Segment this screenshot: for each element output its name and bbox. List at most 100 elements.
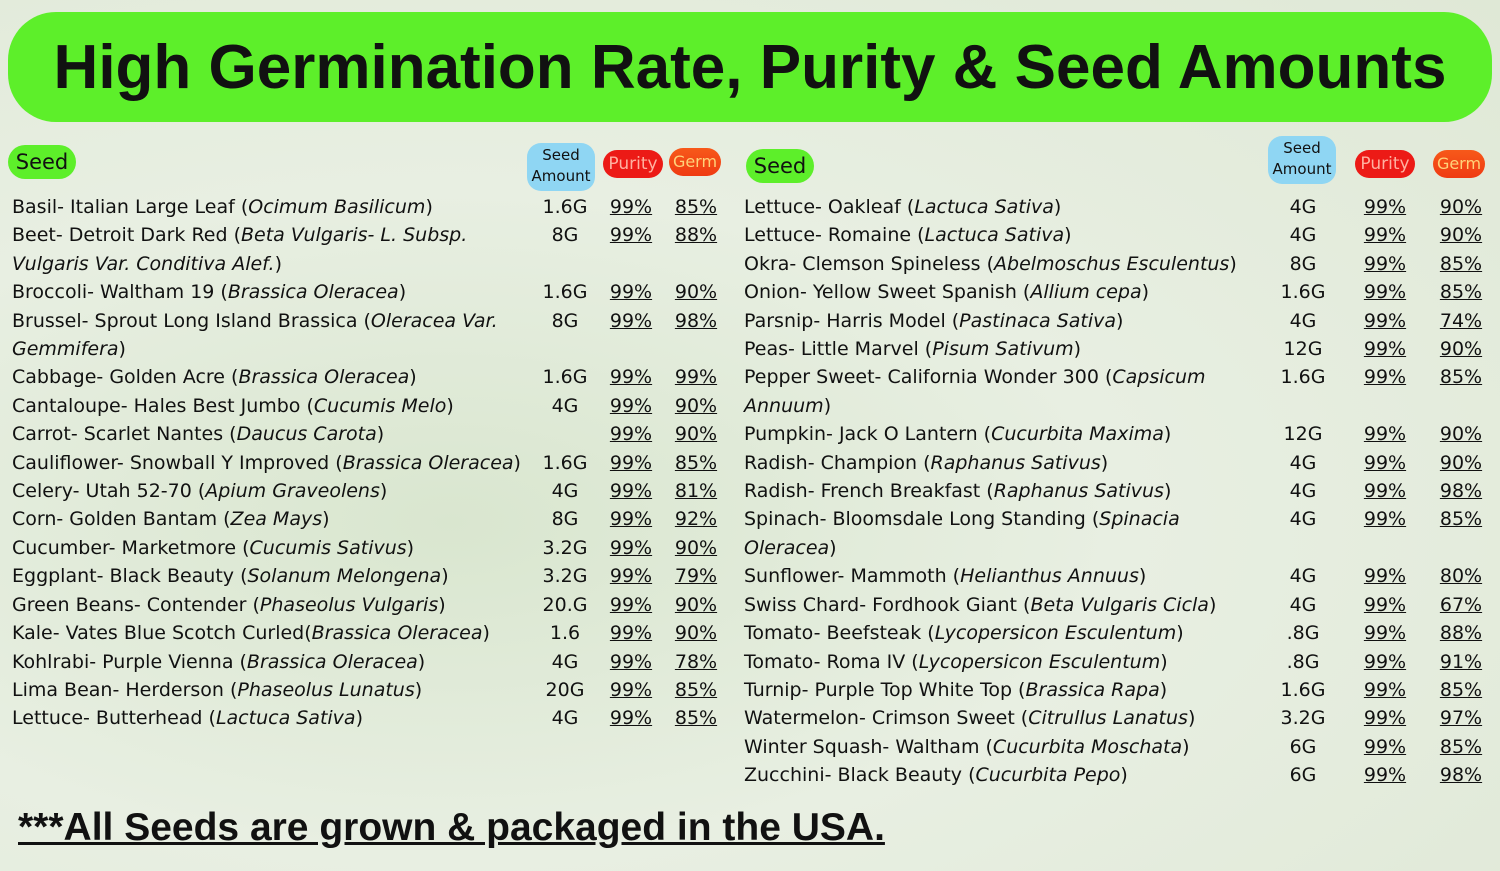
germ-value: 79% (674, 565, 718, 588)
latin-name: Brassica Oleracea (311, 622, 483, 645)
table-row: Beet- Detroit Dark Red (Beta Vulgaris- L… (0, 221, 1500, 278)
seed-name: Pepper Sweet- California Wonder 300 (Cap… (744, 363, 1272, 420)
table-row: Cabbage- Golden Acre (Brassica Oleracea)… (0, 363, 1500, 391)
common-name: ) (322, 508, 330, 531)
seed-name: Onion- Yellow Sweet Spanish (Allium cepa… (744, 278, 1272, 306)
common-name: Parsnip- Harris Model ( (744, 309, 960, 332)
common-name: ) (1100, 451, 1109, 474)
common-name: ) (417, 650, 426, 673)
table-row: Zucchini- Black Beauty (Cucurbita Pepo) 6… (0, 761, 1500, 789)
latin-name: Brassica Rapa (1025, 678, 1160, 701)
seed-name: Cauliflower- Snowball Y Improved (Brassi… (12, 449, 532, 477)
common-name: ) (823, 394, 832, 417)
purity-value: 99% (1363, 338, 1407, 361)
seed-amount: .8G (1286, 650, 1320, 673)
latin-name: Citrullus Lanatus (1028, 707, 1188, 730)
header-purity: Purity (1355, 150, 1415, 178)
common-name: Tomato- Beefsteak ( (744, 622, 935, 645)
seed-amount: 4G (551, 707, 579, 730)
common-name: ) (409, 366, 417, 389)
header-amount: Seed Amount (1268, 136, 1336, 184)
purity-value: 99% (609, 707, 653, 730)
common-name: Onion- Yellow Sweet Spanish ( (744, 281, 1031, 304)
seed-amount: 4G (1289, 480, 1317, 503)
footer-note: ***All Seeds are grown & packaged in the… (18, 806, 885, 849)
common-name: ) (425, 196, 433, 218)
latin-name: Brassica Oleracea (238, 366, 410, 389)
common-name: Lettuce- Oakleaf ( (744, 196, 915, 218)
germ-value: 98% (1439, 764, 1483, 787)
seed-amount: 4G (1289, 593, 1317, 616)
purity-value: 99% (1363, 622, 1407, 645)
common-name: Swiss Chard- Fordhook Giant ( (744, 593, 1031, 616)
common-name: Broccoli- Waltham 19 ( (12, 281, 228, 304)
common-name: ) (414, 678, 423, 701)
seed-name: Broccoli- Waltham 19 (Brassica Oleracea) (12, 278, 532, 306)
purity-value: 99% (1363, 252, 1407, 275)
purity-value: 99% (1363, 281, 1407, 304)
purity-value: 99% (1363, 366, 1407, 389)
common-name: Spinach- Bloomsdale Long Standing ( (744, 508, 1100, 531)
seed-amount: 4G (551, 650, 579, 673)
seed-name: Parsnip- Harris Model (Pastinaca Sativa) (744, 307, 1272, 335)
latin-name: Cucumis Melo (313, 394, 447, 417)
table-row: Green Beans- Contender (Phaseolus Vulgar… (0, 591, 1500, 619)
common-name: ) (1116, 309, 1124, 332)
seed-amount: 3.2G (542, 565, 588, 588)
seed-amount: .8G (1286, 622, 1320, 645)
seed-name: Watermelon- Crimson Sweet (Citrullus Lan… (744, 704, 1272, 732)
purity-value: 99% (1363, 480, 1407, 503)
seed-amount: 1.6G (542, 366, 588, 389)
common-name: Carrot- Scarlet Nantes ( (12, 423, 237, 446)
seed-amount: 1.6G (542, 281, 588, 304)
germ-value: 88% (674, 224, 718, 247)
purity-value: 99% (609, 366, 653, 389)
latin-name: Lycopersicon Esculentum (918, 650, 1161, 673)
table-row: Spinach- Bloomsdale Long Standing (Spina… (0, 505, 1500, 562)
purity-value: 99% (1363, 451, 1407, 474)
latin-name: Helianthus Annuus (960, 565, 1139, 588)
common-name: Okra- Clemson Spineless ( (744, 252, 995, 275)
common-name: ) (1182, 735, 1190, 758)
common-name: Lettuce- Romaine ( (744, 224, 925, 247)
seed-amount: 20G (545, 678, 585, 701)
seed-name: Tomato- Beefsteak (Lycopersicon Esculent… (744, 619, 1272, 647)
header-amount-line: Seed (542, 146, 580, 164)
table-row: Pumpkin- Jack O Lantern (Cucurbita Maxim… (0, 420, 1500, 448)
germ-value: 80% (1439, 565, 1483, 588)
common-name: ) (118, 338, 126, 361)
germ-value: 90% (674, 281, 718, 304)
seed-amount: 4G (551, 480, 579, 503)
header-amount-line: Seed (1283, 139, 1321, 157)
common-name: Corn- Golden Bantam ( (12, 508, 231, 531)
latin-name: Lactuca Sativa (215, 707, 356, 730)
purity-value: 99% (609, 593, 653, 616)
latin-name: Oleracea Var. Gemmifera (12, 309, 498, 361)
seed-amount: 3.2G (542, 536, 588, 559)
latin-name: Pisum Sativum (932, 338, 1074, 361)
seed-name: Kale- Vates Blue Scotch Curled(Brassica … (12, 619, 532, 647)
table-row: Carrot- Scarlet Nantes (Daucus Carota) 99… (0, 420, 1500, 448)
seed-name: Cabbage- Golden Acre (Brassica Oleracea) (12, 363, 532, 391)
common-name: Cantaloupe- Hales Best Jumbo ( (12, 394, 314, 417)
latin-name: Cucurbita Pepo (975, 764, 1121, 787)
purity-value: 99% (609, 622, 653, 645)
seed-name: Corn- Golden Bantam (Zea Mays) (12, 505, 532, 533)
seed-amount: 4G (1289, 196, 1317, 218)
seed-amount: 4G (1289, 508, 1317, 531)
common-name: ) (513, 451, 521, 474)
common-name: ) (1163, 480, 1172, 503)
seed-amount: 8G (551, 309, 579, 332)
seed-name: Celery- Utah 52-70 (Apium Graveolens) (12, 477, 532, 505)
table-row: Radish- French Breakfast (Raphanus Sativ… (0, 477, 1500, 505)
germ-value: 90% (674, 536, 718, 559)
purity-value: 99% (1363, 735, 1407, 758)
seed-name: Kohlrabi- Purple Vienna (Brassica Olerac… (12, 648, 532, 676)
seed-name: Lettuce- Romaine (Lactuca Sativa) (744, 221, 1272, 249)
seed-name: Lettuce- Butterhead (Lactuca Sativa) (12, 704, 532, 732)
purity-value: 99% (1363, 650, 1407, 673)
purity-value: 99% (609, 224, 653, 247)
table-row: Lima Bean- Herderson (Phaseolus Lunatus)… (0, 676, 1500, 704)
seed-amount: 1.6G (542, 451, 588, 474)
latin-name: Daucus Carota (236, 423, 377, 446)
